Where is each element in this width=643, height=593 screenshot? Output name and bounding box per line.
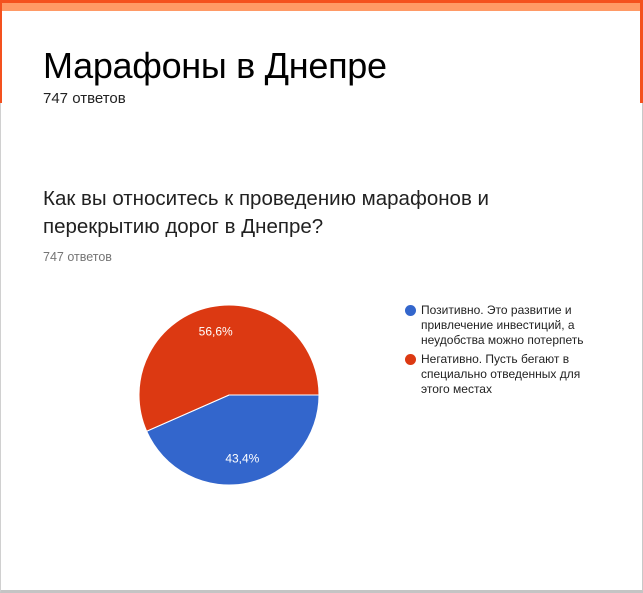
- pie-slice[interactable]: [138, 304, 320, 432]
- legend-item-positive[interactable]: Позитивно. Это развитие и привлечение ин…: [405, 303, 585, 348]
- legend-label: Позитивно. Это развитие и привлечение ин…: [421, 303, 584, 347]
- pie-slice-label: 56,6%: [199, 325, 233, 339]
- question-title: Как вы относитесь к проведению марафонов…: [43, 187, 489, 238]
- pie-slice[interactable]: [145, 394, 320, 486]
- question-response-count: 747 ответов: [43, 250, 112, 264]
- header-accent-bar: [0, 0, 643, 3]
- legend-label: Негативно. Пусть бегают в специально отв…: [421, 352, 581, 396]
- header-border-right: [640, 3, 643, 103]
- pie-slice-label: 43,4%: [225, 451, 259, 465]
- chart-legend: Позитивно. Это развитие и привлечение ин…: [405, 303, 585, 401]
- header-border-left: [0, 3, 2, 103]
- legend-dot-icon: [405, 305, 416, 316]
- legend-item-negative[interactable]: Негативно. Пусть бегают в специально отв…: [405, 352, 585, 397]
- form-response-count: 747 ответов: [43, 90, 126, 107]
- legend-dot-icon: [405, 354, 416, 365]
- header-accent-band: [0, 3, 643, 11]
- form-title: Марафоны в Днепре: [43, 45, 387, 86]
